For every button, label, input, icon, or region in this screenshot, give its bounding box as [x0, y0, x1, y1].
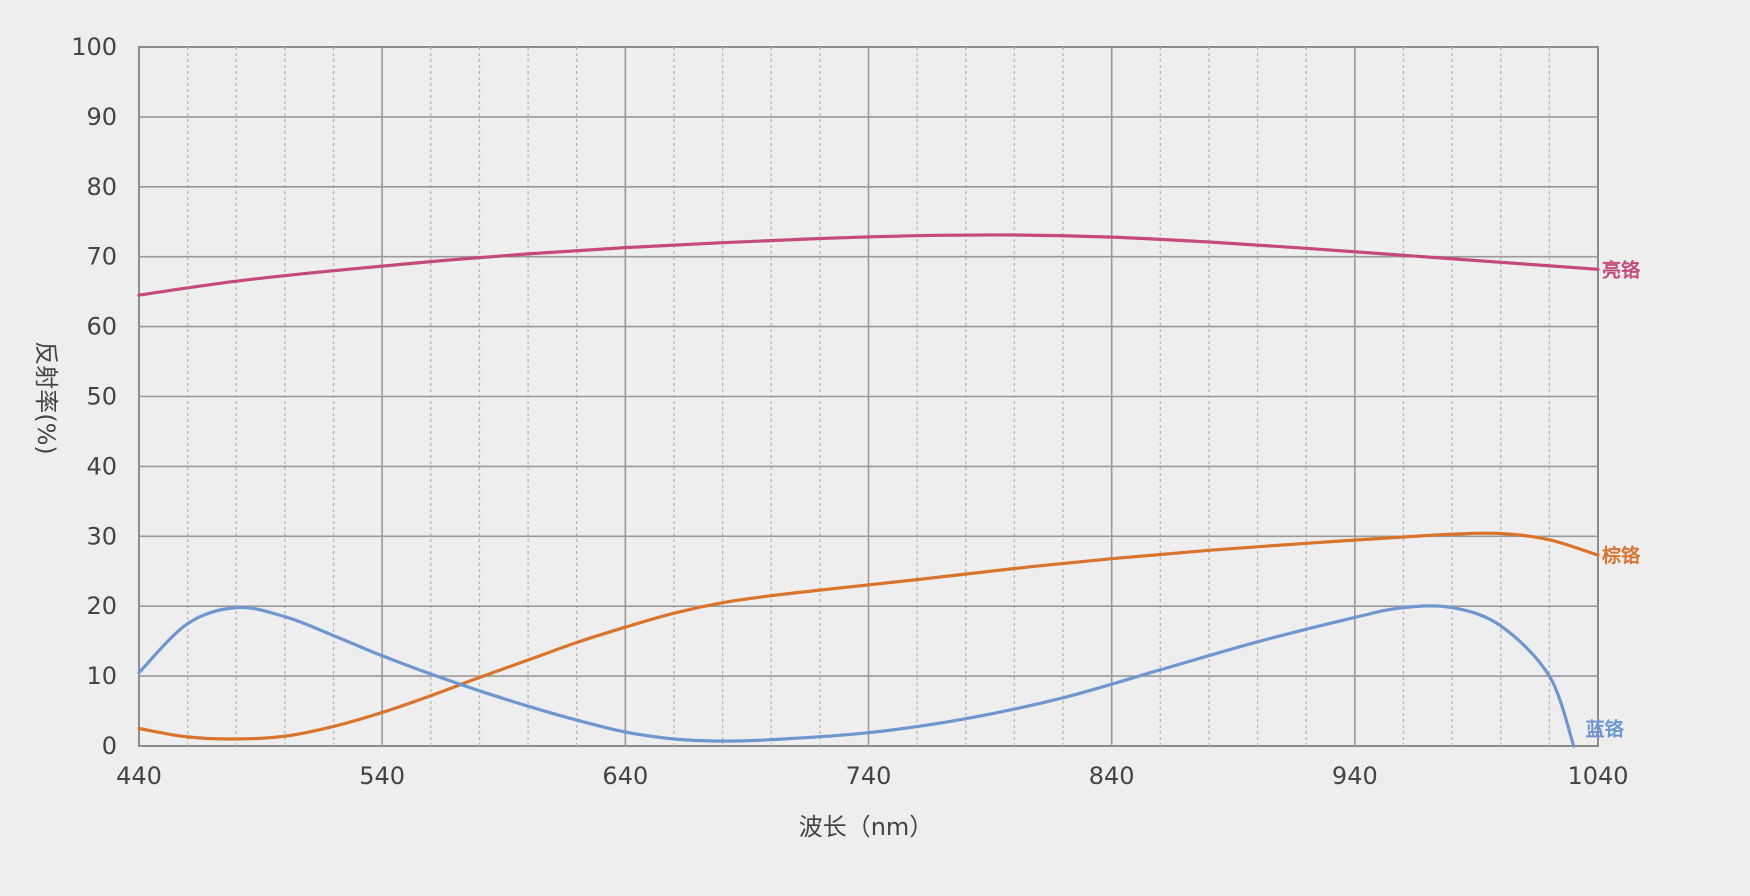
series-label-brown-chrome: 棕铬 [1602, 544, 1641, 567]
x-tick-label: 440 [116, 762, 162, 790]
y-axis-title: 反射率(%) [32, 341, 60, 455]
y-tick-label: 20 [86, 592, 117, 620]
x-tick-label: 540 [359, 762, 405, 790]
x-tick-label: 940 [1332, 762, 1378, 790]
y-tick-label: 90 [86, 103, 117, 131]
x-tick-label: 640 [602, 762, 648, 790]
series-label-bright-chrome: 亮铬 [1602, 258, 1641, 281]
y-tick-label: 30 [86, 522, 117, 550]
x-tick-label: 740 [846, 762, 892, 790]
tick-layer: 440 540 640 740 840 940 1040 0 10 20 30 40 50 60 70 80 9… [71, 33, 1628, 790]
x-tick-label: 840 [1089, 762, 1135, 790]
grid-layer [139, 47, 1598, 746]
y-tick-label: 100 [71, 33, 117, 61]
y-tick-label: 40 [86, 452, 117, 480]
series-line-blue-chrome [137, 604, 1576, 748]
series-line-bright-chrome [137, 233, 1600, 297]
y-tick-label: 0 [102, 732, 117, 760]
series-label-blue-chrome: 蓝铬 [1586, 718, 1625, 741]
y-tick-label: 10 [86, 662, 117, 690]
x-axis-title: 波长（nm） [799, 813, 934, 841]
y-tick-label: 60 [86, 313, 117, 341]
y-tick-label: 50 [86, 383, 117, 411]
series-line-brown-chrome [137, 531, 1600, 741]
series-layer [137, 233, 1600, 748]
x-tick-label: 1040 [1567, 762, 1628, 790]
y-tick-label: 80 [86, 173, 117, 201]
y-tick-label: 70 [86, 243, 117, 271]
